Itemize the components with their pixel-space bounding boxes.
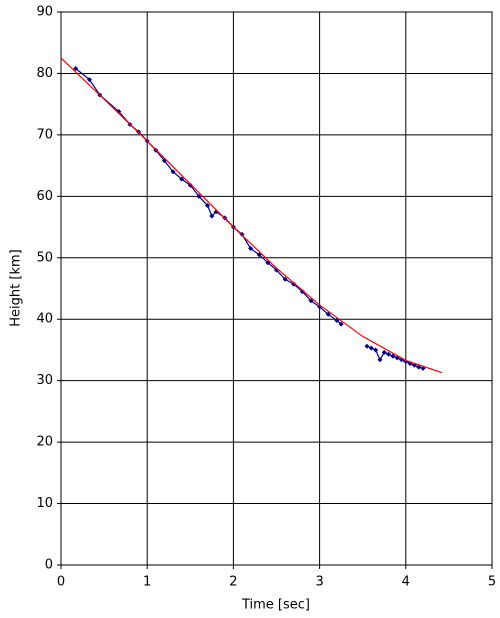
data-point [299,289,305,295]
data-point [86,77,92,83]
data-point [205,203,211,209]
y-tick-label: 50 [36,250,53,265]
x-tick-label: 4 [402,575,410,590]
data-point [390,353,396,359]
data-point [381,349,387,355]
data-point [282,276,288,282]
x-tick-label: 2 [229,575,237,590]
y-tick-label: 40 [36,312,53,327]
data-point [179,176,185,182]
x-axis-label: Time [sec] [241,598,310,613]
data-point [170,169,176,175]
data-point [364,343,370,349]
data-point [325,311,331,317]
data-point [187,182,193,188]
y-tick-label: 10 [36,496,53,511]
data-point [209,213,215,219]
y-tick-label: 90 [36,5,53,20]
data-point [338,321,344,327]
x-tick-label: 3 [315,575,323,590]
data-line [60,57,443,374]
data-point [416,364,422,370]
y-tick-label: 0 [45,558,53,573]
data-point [248,246,254,252]
data-point [377,357,383,363]
x-tick-label: 0 [57,575,65,590]
data-point [196,193,202,199]
data-point [73,66,79,72]
y-tick-label: 70 [36,127,53,142]
x-tick-label: 5 [488,575,496,590]
data-point [291,281,297,287]
y-axis-label: Height [km] [9,249,24,326]
x-tick-label: 1 [143,575,151,590]
data-point [368,345,374,351]
y-tick-label: 80 [36,66,53,81]
data-point [386,351,392,357]
data-point [373,347,379,353]
y-tick-label: 20 [36,435,53,450]
y-tick-label: 60 [36,189,53,204]
plot-area [60,11,493,566]
y-tick-label: 30 [36,373,53,388]
